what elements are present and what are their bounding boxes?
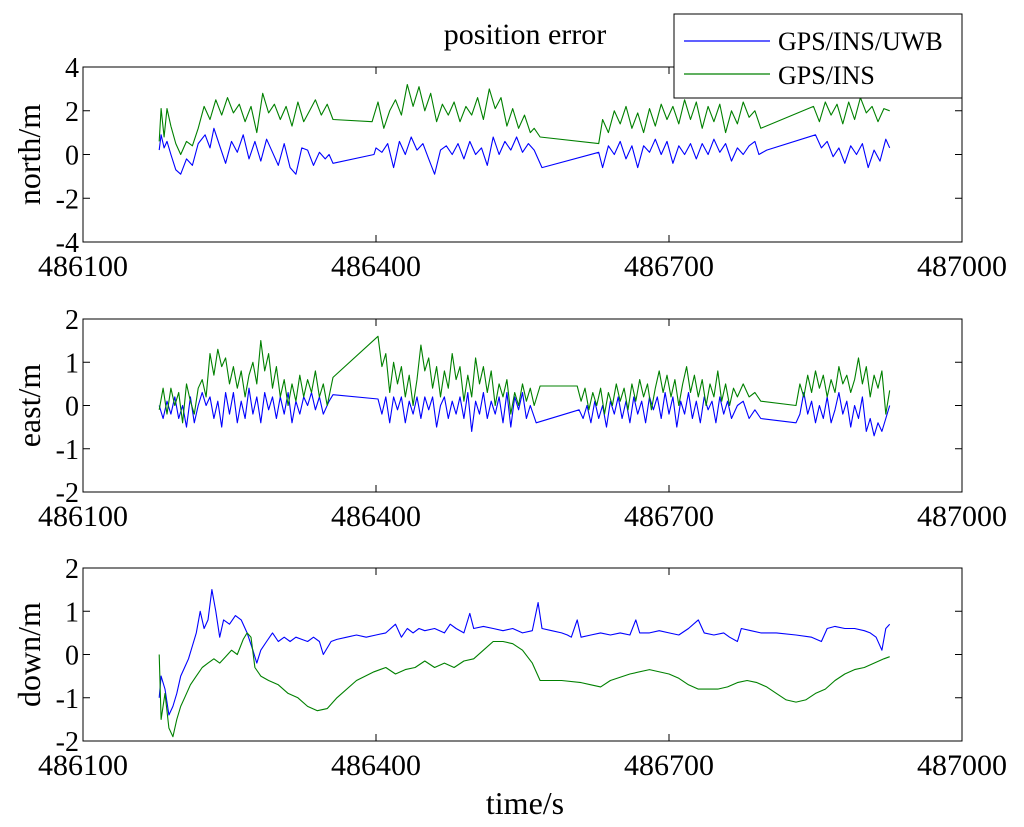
y-tick-label: -1 [56, 684, 79, 715]
figure-title: position error [444, 18, 606, 51]
y-tick-label: -2 [56, 727, 79, 758]
series-line-gps-ins-east-m [158, 335, 891, 424]
series-line-gps-ins-north-m [158, 83, 890, 156]
legend-box [673, 13, 963, 99]
y-tick-label: -2 [56, 478, 79, 509]
x-axis-label: time/s [486, 785, 564, 821]
x-tick-label: 486100 [38, 500, 128, 533]
y-tick-label: -2 [56, 184, 79, 215]
y-tick-label: 2 [65, 97, 79, 128]
x-tick-label: 486700 [624, 749, 714, 782]
legend: GPS/INS/UWB GPS/INS [673, 13, 963, 99]
y-tick-label: 0 [65, 392, 79, 423]
y-tick-label: 4 [65, 53, 79, 84]
x-tick-label: 487000 [917, 749, 1007, 782]
y-tick-label: 2 [65, 554, 79, 585]
series-line-gps-ins-uwb-east-m [158, 387, 891, 437]
series-line-gps-ins-uwb-north-m [158, 127, 891, 175]
x-tick-label: 487000 [917, 500, 1007, 533]
x-tick-label: 486700 [624, 250, 714, 283]
x-tick-label: 486100 [38, 250, 128, 283]
y-axis-label-down-m: down/m [11, 602, 47, 707]
series-line-gps-ins-uwb-down-m [158, 589, 891, 716]
subplots: 486100 486400 486700 487000 -4 -2 0 2 4 north/m 48… [11, 53, 1007, 782]
plot-area-east-m [83, 319, 962, 492]
x-tick-label: 487000 [917, 250, 1007, 283]
subplot-east-m: 486100 486400 486700 487000 -2 -1 0 1 2 east/m [11, 305, 1007, 533]
x-tick-label: 486700 [624, 500, 714, 533]
x-tick-label: 486100 [38, 749, 128, 782]
x-tick-label: 486400 [331, 500, 421, 533]
y-tick-label: 0 [65, 641, 79, 672]
legend-label-gps-ins: GPS/INS [778, 61, 875, 90]
plot-area-down-m [83, 568, 962, 741]
y-axis-label-east-m: east/m [11, 364, 47, 448]
y-axis-label-north-m: north/m [11, 104, 47, 205]
subplot-down-m: 486100 486400 486700 487000 -2 -1 0 1 2 down/m [11, 554, 1007, 782]
x-tick-label: 486400 [331, 250, 421, 283]
y-tick-label: 2 [65, 305, 79, 336]
y-tick-label: -4 [56, 228, 79, 259]
y-tick-label: 0 [65, 141, 79, 172]
y-tick-label: -1 [56, 435, 79, 466]
legend-label-gps-ins-uwb: GPS/INS/UWB [778, 27, 943, 56]
y-tick-label: 1 [65, 348, 79, 379]
series-line-gps-ins-down-m [158, 632, 890, 738]
y-tick-label: 1 [65, 597, 79, 628]
x-tick-label: 486400 [331, 749, 421, 782]
